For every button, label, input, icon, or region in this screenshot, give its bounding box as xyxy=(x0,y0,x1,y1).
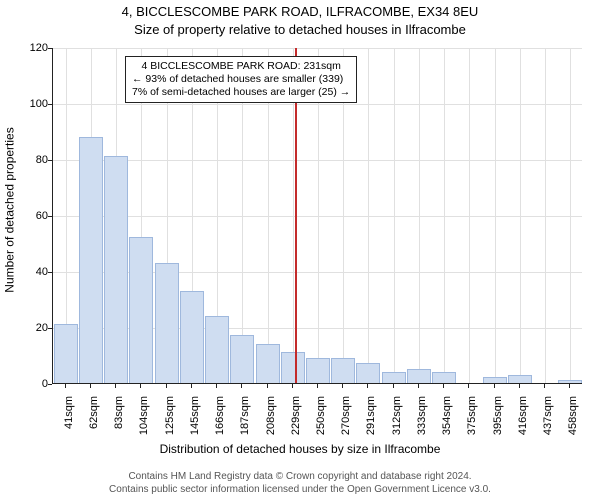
x-tick-mark xyxy=(544,384,545,388)
histogram-bar xyxy=(230,335,254,383)
histogram-bar xyxy=(407,369,431,383)
x-tick-mark xyxy=(292,384,293,388)
x-tick-mark xyxy=(468,384,469,388)
footer-line2: Contains public sector information licen… xyxy=(109,484,491,495)
y-tick-label: 80 xyxy=(28,154,48,166)
x-tick-mark xyxy=(166,384,167,388)
histogram-bar xyxy=(483,377,507,383)
histogram-bar xyxy=(331,358,355,383)
histogram-bar xyxy=(356,363,380,383)
x-tick-label: 229sqm xyxy=(290,396,302,446)
x-tick-label: 437sqm xyxy=(542,396,554,446)
x-tick-label: 83sqm xyxy=(113,396,125,446)
histogram-bar xyxy=(155,263,179,383)
annotation-line: ← 93% of detached houses are smaller (33… xyxy=(132,73,350,86)
x-tick-mark xyxy=(519,384,520,388)
y-tick-label: 60 xyxy=(28,210,48,222)
histogram-bar xyxy=(281,352,305,383)
x-tick-mark xyxy=(216,384,217,388)
x-tick-label: 208sqm xyxy=(265,396,277,446)
y-tick-label: 40 xyxy=(28,266,48,278)
histogram-bar xyxy=(508,375,532,383)
gridline-v xyxy=(394,48,395,383)
gridline-v xyxy=(520,48,521,383)
x-tick-label: 145sqm xyxy=(189,396,201,446)
histogram-bar xyxy=(306,358,330,383)
x-tick-mark xyxy=(90,384,91,388)
histogram-bar xyxy=(54,324,78,383)
chart-container: 4, BICCLESCOMBE PARK ROAD, ILFRACOMBE, E… xyxy=(0,0,600,500)
gridline-v xyxy=(495,48,496,383)
x-tick-label: 333sqm xyxy=(416,396,428,446)
gridline-v xyxy=(419,48,420,383)
x-tick-mark xyxy=(569,384,570,388)
histogram-bar xyxy=(558,380,582,383)
x-tick-label: 250sqm xyxy=(315,396,327,446)
annotation-box: 4 BICCLESCOMBE PARK ROAD: 231sqm← 93% of… xyxy=(125,56,357,103)
x-tick-mark xyxy=(241,384,242,388)
x-tick-mark xyxy=(191,384,192,388)
x-tick-label: 125sqm xyxy=(164,396,176,446)
annotation-line: 7% of semi-detached houses are larger (2… xyxy=(132,86,350,99)
histogram-bar xyxy=(256,344,280,383)
x-tick-mark xyxy=(115,384,116,388)
gridline-v xyxy=(570,48,571,383)
chart-title-subtitle: Size of property relative to detached ho… xyxy=(0,22,600,37)
histogram-bar xyxy=(382,372,406,383)
x-tick-label: 375sqm xyxy=(466,396,478,446)
x-tick-mark xyxy=(393,384,394,388)
y-tick-mark xyxy=(48,384,52,385)
annotation-line: 4 BICCLESCOMBE PARK ROAD: 231sqm xyxy=(132,60,350,73)
gridline-v xyxy=(368,48,369,383)
x-tick-label: 354sqm xyxy=(441,396,453,446)
y-tick-label: 120 xyxy=(28,42,48,54)
footer-line1: Contains HM Land Registry data © Crown c… xyxy=(128,471,471,482)
x-tick-mark xyxy=(443,384,444,388)
footer-attribution: Contains HM Land Registry data © Crown c… xyxy=(0,471,600,496)
x-tick-label: 270sqm xyxy=(340,396,352,446)
chart-title-address: 4, BICCLESCOMBE PARK ROAD, ILFRACOMBE, E… xyxy=(0,4,600,19)
x-tick-label: 458sqm xyxy=(567,396,579,446)
x-tick-label: 104sqm xyxy=(138,396,150,446)
gridline-v xyxy=(444,48,445,383)
x-tick-label: 166sqm xyxy=(214,396,226,446)
x-tick-mark xyxy=(342,384,343,388)
x-tick-label: 187sqm xyxy=(239,396,251,446)
y-tick-label: 20 xyxy=(28,322,48,334)
x-tick-mark xyxy=(140,384,141,388)
y-tick-label: 100 xyxy=(28,98,48,110)
y-axis-label: Number of detached properties xyxy=(2,0,18,420)
x-axis-label: Distribution of detached houses by size … xyxy=(0,442,600,456)
histogram-bar xyxy=(79,137,103,383)
x-tick-mark xyxy=(267,384,268,388)
x-tick-mark xyxy=(65,384,66,388)
y-axis-label-text: Number of detached properties xyxy=(3,127,17,292)
x-tick-label: 312sqm xyxy=(391,396,403,446)
y-tick-label: 0 xyxy=(28,378,48,390)
plot-area: 4 BICCLESCOMBE PARK ROAD: 231sqm← 93% of… xyxy=(52,48,582,384)
x-tick-label: 395sqm xyxy=(492,396,504,446)
histogram-bar xyxy=(104,156,128,383)
histogram-bar xyxy=(205,316,229,383)
x-tick-mark xyxy=(418,384,419,388)
gridline-v xyxy=(545,48,546,383)
x-tick-mark xyxy=(494,384,495,388)
x-tick-mark xyxy=(367,384,368,388)
x-tick-label: 291sqm xyxy=(365,396,377,446)
gridline-v xyxy=(469,48,470,383)
x-tick-label: 62sqm xyxy=(88,396,100,446)
x-tick-label: 41sqm xyxy=(63,396,75,446)
histogram-bar xyxy=(129,237,153,383)
histogram-bar xyxy=(180,291,204,383)
x-tick-mark xyxy=(317,384,318,388)
x-tick-label: 416sqm xyxy=(517,396,529,446)
histogram-bar xyxy=(432,372,456,383)
